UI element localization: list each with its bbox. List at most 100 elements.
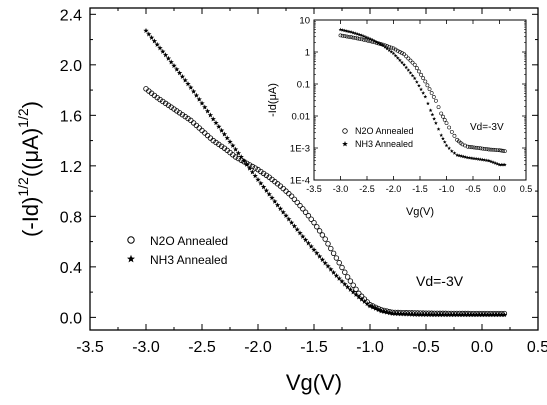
inset-nh3-data-point (402, 62, 406, 67)
inset-n2o-data-point (344, 34, 349, 39)
n2o-data-point (308, 216, 314, 222)
main-y-axis-label: (-Id)1/2((μA)1/2) (15, 101, 43, 237)
inset-nh3-data-point (470, 156, 474, 160)
nh3-data-point (258, 180, 264, 186)
inset-n2o-data-point (351, 35, 356, 40)
n2o-data-point (193, 122, 200, 129)
inset-n2o-data-point (444, 121, 449, 126)
inset-n2o-data-point (389, 45, 394, 50)
n2o-data-point (322, 236, 328, 242)
nh3-data-point (434, 312, 440, 318)
nh3-data-point (146, 31, 152, 37)
inset-nh3-data-point (428, 108, 433, 112)
inset-nh3-data-point (487, 158, 491, 163)
nh3-data-point (361, 298, 368, 304)
inset-nh3-data-point (417, 83, 421, 88)
inset-n2o-data-point (429, 91, 434, 95)
nh3-data-point (364, 301, 370, 307)
nh3-data-point (218, 127, 225, 133)
nh3-data-point (291, 223, 298, 229)
main-y-tick-label: 1.6 (60, 108, 82, 125)
n2o-data-point (286, 190, 292, 197)
inset-nh3-data-point (455, 153, 459, 157)
inset-nh3-data-point (395, 55, 400, 60)
nh3-data-point (157, 45, 163, 51)
legend-marker-nh3 (127, 254, 135, 263)
inset-n2o-data-point (486, 147, 491, 152)
nh3-data-point (465, 312, 471, 318)
inset-nh3-data-point (381, 43, 385, 48)
inset-y-tick-label: 1E-4 (290, 176, 310, 187)
nh3-data-point (342, 281, 348, 287)
inset-y-tick-label: 10 (299, 16, 310, 27)
nh3-data-point (325, 263, 331, 269)
inset-n2o-data-point (357, 36, 362, 41)
nh3-data-point (356, 294, 362, 300)
inset-n2o-data-point (366, 38, 370, 43)
inset-nh3-data-point (472, 156, 476, 161)
inset-nh3-data-point (467, 155, 472, 160)
inset-nh3-data-point (442, 140, 447, 144)
nh3-data-point (300, 233, 306, 239)
nh3-data-point (202, 104, 208, 110)
nh3-data-point (196, 96, 202, 102)
inset-nh3-data-point (501, 162, 505, 167)
inset-nh3-data-point (476, 157, 481, 161)
nh3-data-point (400, 311, 407, 317)
nh3-data-point (403, 311, 410, 317)
nh3-data-point (182, 77, 188, 83)
inset-nh3-data-point (344, 29, 349, 33)
inset-n2o-data-point (349, 35, 354, 40)
inset-nh3-data-point (340, 28, 345, 32)
inset-n2o-data-point (474, 145, 479, 150)
n2o-data-point (232, 154, 239, 160)
nh3-data-point (468, 312, 474, 318)
inset-nh3-data-point (408, 70, 413, 75)
inset-n2o-data-point (497, 148, 502, 153)
inset-nh3-data-point (463, 155, 468, 159)
inset-n2o-data-point (436, 105, 441, 110)
main-y-tick-label: 0.0 (60, 310, 82, 327)
nh3-data-point (358, 296, 365, 302)
nh3-data-point (353, 291, 359, 297)
inset-n2o-data-point (489, 147, 493, 152)
main-annotation: Vd=-3V (416, 273, 464, 289)
inset-nh3-data-point (419, 87, 423, 91)
inset-nh3-data-point (447, 146, 452, 150)
inset-n2o-data-point (499, 148, 504, 153)
inset-nh3-data-point (359, 33, 364, 38)
main-x-tick-label: -1.5 (300, 339, 328, 356)
inset-nh3-data-point (368, 36, 373, 41)
nh3-data-point (277, 205, 284, 212)
inset-n2o-data-point (502, 149, 507, 154)
inset-nh3-data-point (385, 46, 390, 51)
inset-nh3-data-point (406, 68, 411, 72)
nh3-data-point (185, 81, 191, 87)
n2o-data-point (235, 155, 242, 162)
inset-n2o-data-point (340, 33, 345, 38)
nh3-data-point (168, 59, 174, 65)
nh3-data-point (381, 308, 387, 314)
inset-nh3-data-point (461, 154, 466, 159)
inset-n2o-data-point (408, 58, 413, 63)
inset-nh3-data-point (432, 116, 437, 121)
nh3-data-point (288, 219, 295, 225)
nh3-data-point (344, 284, 351, 290)
main-x-tick-label: -1.0 (356, 339, 384, 356)
nh3-data-point (398, 311, 404, 317)
inset-nh3-data-point (378, 42, 383, 46)
nh3-data-point (417, 311, 424, 317)
legend-marker-n2o (127, 236, 135, 244)
nh3-data-point (260, 184, 267, 190)
inset-nh3-data-point (441, 136, 445, 141)
inset-nh3-data-point (459, 154, 464, 158)
nh3-data-point (462, 312, 468, 318)
nh3-data-point (224, 135, 230, 141)
nh3-data-point (423, 311, 429, 317)
inset-nh3-data-point (430, 112, 435, 117)
main-x-axis-label: Vg(V) (286, 370, 342, 395)
nh3-data-point (249, 169, 256, 175)
nh3-data-point (244, 161, 250, 167)
nh3-data-point (286, 216, 292, 222)
